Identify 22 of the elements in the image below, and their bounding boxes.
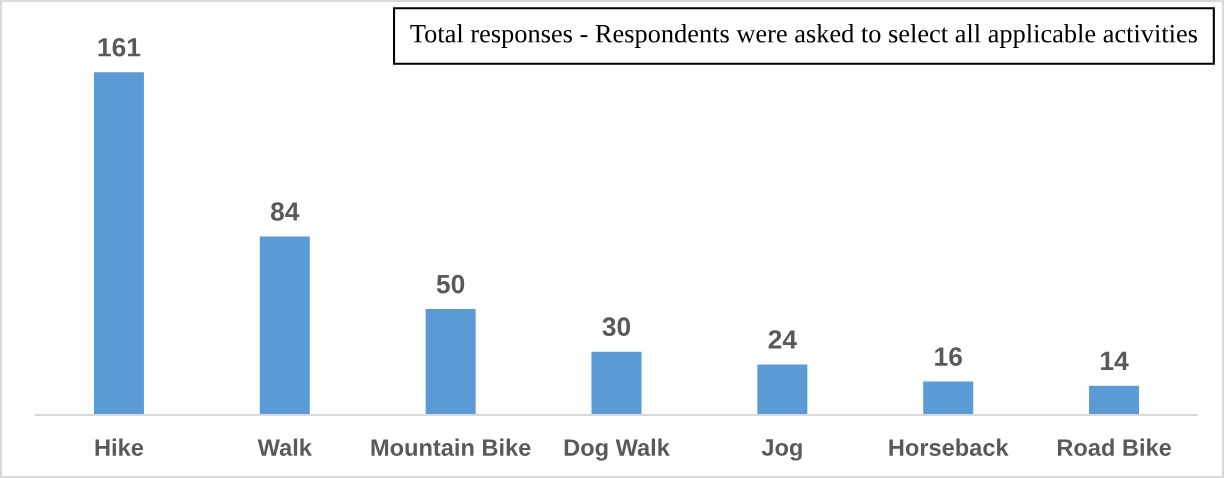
data-label: 30 [602, 317, 631, 337]
bar [1087, 384, 1141, 415]
data-label: 50 [436, 274, 465, 294]
bar [590, 350, 643, 415]
data-label: 24 [768, 330, 797, 349]
x-tick-label: Walk [257, 438, 312, 456]
x-tick-label: Road Bike [1057, 438, 1171, 456]
bar [258, 235, 312, 415]
bar [921, 380, 975, 415]
x-tick-label: Horseback [889, 438, 1009, 456]
bar [424, 307, 478, 415]
x-tick-label: Mountain Bike [371, 438, 531, 456]
bar [755, 363, 809, 415]
x-tick-label: Hike [95, 438, 144, 456]
data-label: 14 [1101, 351, 1129, 370]
data-label: 16 [935, 347, 962, 366]
data-label: 161 [98, 37, 141, 57]
text: Total responses - Respondents were asked to select all applicable activities [410, 24, 1198, 48]
bar [92, 70, 146, 415]
x-tick-label: Jog [761, 439, 802, 461]
data-label: 84 [270, 202, 300, 221]
x-tick-label: Dog Walk [564, 438, 670, 461]
